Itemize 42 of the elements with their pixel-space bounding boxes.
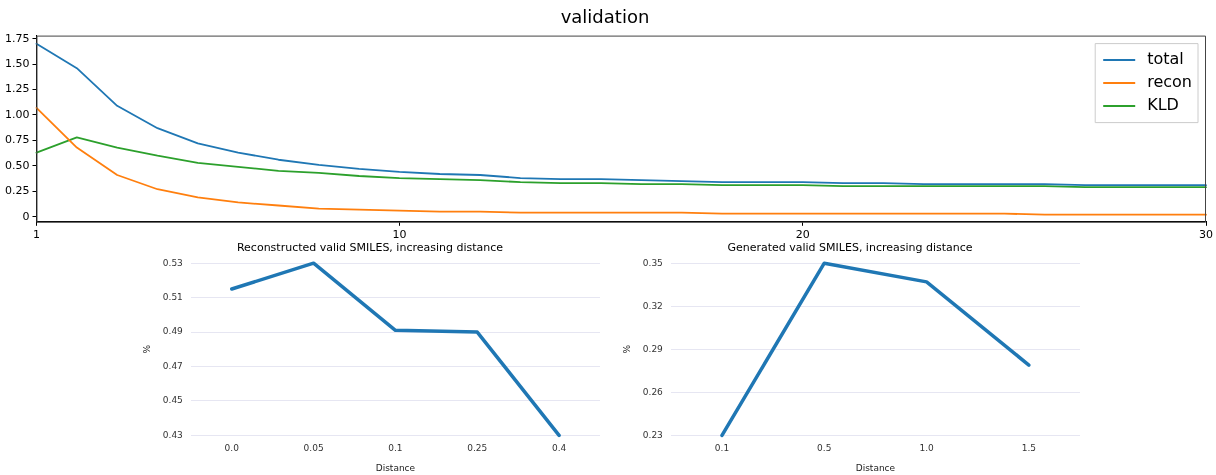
- y-tick-label: 0: [22, 209, 30, 223]
- y-tick-label: 0.43: [162, 429, 183, 440]
- y-tick-label: 0.47: [162, 360, 183, 371]
- y-tick-label: 1.25: [4, 82, 30, 96]
- y-tick-label: 0.26: [642, 386, 664, 397]
- x-axis-title: Distance: [855, 462, 896, 473]
- x-tick-label: 20: [795, 228, 810, 242]
- x-tick-label: 0.5: [817, 443, 832, 454]
- y-tick-label: 1.50: [4, 56, 30, 70]
- x-tick-label: 10: [392, 228, 407, 242]
- x-tick-label: 0.1: [388, 443, 403, 454]
- x-tick-label: 0.4: [551, 443, 567, 454]
- chart-title: validation: [560, 6, 650, 28]
- y-tick-label: 1.00: [4, 107, 30, 121]
- y-tick-label: 0.45: [162, 395, 183, 406]
- x-tick-label: 0.1: [714, 443, 730, 454]
- chart-title: Reconstructed valid SMILES, increasing distance: [236, 241, 504, 255]
- y-tick-label: 0.50: [4, 158, 30, 172]
- x-axis-title: Distance: [375, 462, 416, 473]
- y-axis-title: %: [621, 344, 632, 354]
- legend-label: total: [1147, 49, 1184, 69]
- x-tick-label: 1.5: [1021, 443, 1037, 454]
- legend-label: KLD: [1147, 95, 1179, 115]
- chart-title: Generated valid SMILES, increasing distance: [727, 241, 973, 255]
- legend-label: recon: [1147, 72, 1192, 92]
- y-tick-label: 0.23: [642, 429, 663, 440]
- y-tick-label: 0.29: [642, 343, 664, 354]
- y-tick-label: 0.51: [162, 291, 183, 302]
- x-tick-label: 30: [1199, 228, 1213, 242]
- x-tick-label: 0.25: [467, 443, 488, 454]
- y-axis-title: %: [141, 344, 152, 354]
- y-tick-label: 0.35: [642, 257, 663, 268]
- y-tick-label: 0.49: [162, 326, 184, 337]
- y-tick-label: 0.53: [162, 257, 183, 268]
- y-tick-label: 1.75: [4, 31, 30, 45]
- x-tick-label: 1: [32, 228, 40, 242]
- x-tick-label: 0.0: [224, 443, 240, 454]
- y-tick-label: 0.75: [4, 133, 30, 147]
- x-tick-label: 1.0: [919, 443, 934, 454]
- y-tick-label: 0.25: [4, 184, 30, 198]
- y-tick-label: 0.32: [642, 300, 663, 311]
- x-tick-label: 0.05: [303, 443, 324, 454]
